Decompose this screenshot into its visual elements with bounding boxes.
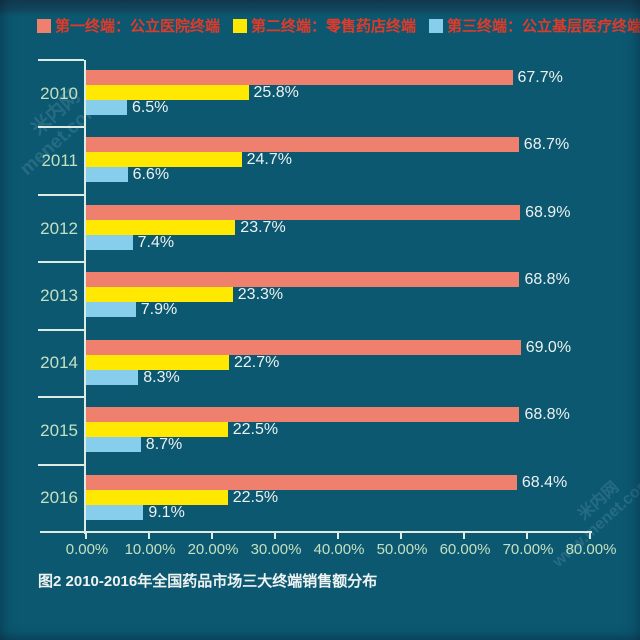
legend-item-label: 第一终端：公立医院终端 <box>55 18 221 35</box>
x-axis-line <box>40 531 592 533</box>
x-axis-tick <box>85 533 87 539</box>
x-axis-tick <box>211 533 213 539</box>
bar-value-label: 7.4% <box>137 233 175 251</box>
bar-value-label: 68.8% <box>524 271 570 289</box>
bar-value-label: 24.7% <box>246 151 292 169</box>
bar-series-3 <box>86 100 127 115</box>
bar-value-label: 25.8% <box>253 84 299 101</box>
legend-item-terminal-2: 第二终端：零售药店终端 <box>233 15 416 36</box>
legend-swatch-icon <box>429 18 444 33</box>
bar-value-label: 8.7% <box>145 436 183 454</box>
legend-item-label: 第二终端：零售药店终端 <box>251 18 417 35</box>
bar-value-label: 6.6% <box>132 166 170 184</box>
bar-series-1 <box>86 407 520 423</box>
category-tick-line <box>38 193 84 196</box>
bar-value-label: 6.5% <box>131 99 169 116</box>
plot-area: 2010 67.7% 25.8% 6.5% 2011 68.7% 24.7% 6.6% 2012… <box>38 59 590 534</box>
category-tick-line <box>38 396 84 399</box>
x-axis-tick-label: 70.00% <box>502 541 554 558</box>
legend-item-label: 第三终端：公立基层医疗终端 <box>447 18 640 35</box>
bar-series-2 <box>86 354 229 370</box>
x-axis-tick-label: 30.00% <box>250 541 302 558</box>
bar-series-3 <box>86 234 133 250</box>
bar-value-label: 22.5% <box>232 421 279 439</box>
year-label: 2016 <box>40 488 78 508</box>
bar-value-label: 8.3% <box>143 368 180 386</box>
bar-series-2 <box>86 85 249 100</box>
x-axis-tick-label: 50.00% <box>376 541 428 558</box>
bar-value-label: 68.7% <box>523 136 570 154</box>
x-axis-tick-label: 0.00% <box>65 541 109 558</box>
x-axis-tick-label: 20.00% <box>187 541 239 558</box>
category-tick-line <box>38 59 84 61</box>
y-axis-line <box>84 60 86 534</box>
bar-series-1 <box>86 474 517 490</box>
bar-series-1 <box>86 272 520 288</box>
bar-value-label: 68.9% <box>525 203 571 221</box>
chart-caption: 图2 2010-2016年全国药品市场三大终端销售额分布 <box>38 573 378 590</box>
bar-series-3 <box>86 437 141 453</box>
bar-value-label: 23.3% <box>237 286 284 304</box>
bar-value-label: 69.0% <box>525 338 572 356</box>
x-axis-tick <box>274 533 276 539</box>
bar-series-1 <box>86 70 513 85</box>
bar-value-label: 22.7% <box>234 353 280 371</box>
bar-value-label: 9.1% <box>148 503 185 521</box>
x-axis-tick <box>337 533 339 539</box>
year-label: 2014 <box>40 353 78 373</box>
bar-value-label: 68.8% <box>524 406 570 424</box>
bar-series-3 <box>86 302 136 318</box>
legend: 第一终端：公立医院终端 第二终端：零售药店终端 第三终端：公立基层医疗终端 <box>37 15 640 36</box>
bar-value-label: 23.7% <box>240 218 286 236</box>
legend-swatch-icon <box>233 18 248 33</box>
bar-series-2 <box>86 489 228 505</box>
x-axis-tick-label: 80.00% <box>565 541 617 558</box>
bar-value-label: 67.7% <box>517 69 563 86</box>
year-label: 2012 <box>40 218 78 238</box>
year-label: 2015 <box>40 420 78 440</box>
bar-value-label: 7.9% <box>140 301 178 319</box>
category-tick-line <box>38 463 84 466</box>
legend-item-terminal-3: 第三终端：公立基层医疗终端 <box>429 15 640 36</box>
bar-series-2 <box>86 287 233 303</box>
bar-series-2 <box>86 422 228 438</box>
bar-series-1 <box>86 137 519 153</box>
category-tick-line <box>38 328 84 331</box>
x-axis-tick <box>463 533 465 539</box>
x-axis-tick <box>148 533 150 539</box>
x-axis-tick <box>526 533 528 539</box>
bar-series-1 <box>86 204 521 220</box>
legend-swatch-icon <box>37 18 51 33</box>
bar-value-label: 22.5% <box>232 488 279 506</box>
bar-series-2 <box>86 152 242 168</box>
category-tick-line <box>38 126 84 129</box>
category-tick-line <box>38 261 84 264</box>
x-axis-tick <box>589 533 591 539</box>
bar-series-1 <box>86 339 521 355</box>
bar-series-3 <box>86 504 144 520</box>
bar-series-3 <box>86 167 128 183</box>
year-label: 2013 <box>40 286 78 305</box>
year-label: 2010 <box>40 83 78 103</box>
x-axis-tick-label: 40.00% <box>313 541 365 558</box>
x-axis-tick-label: 10.00% <box>124 541 176 558</box>
bar-series-3 <box>86 369 139 385</box>
x-axis-tick <box>400 533 402 539</box>
bar-value-label: 68.4% <box>521 473 568 491</box>
x-axis-tick-label: 60.00% <box>439 541 491 558</box>
bar-series-2 <box>86 219 236 235</box>
year-label: 2011 <box>41 151 78 171</box>
legend-item-terminal-1: 第一终端：公立医院终端 <box>37 15 220 36</box>
